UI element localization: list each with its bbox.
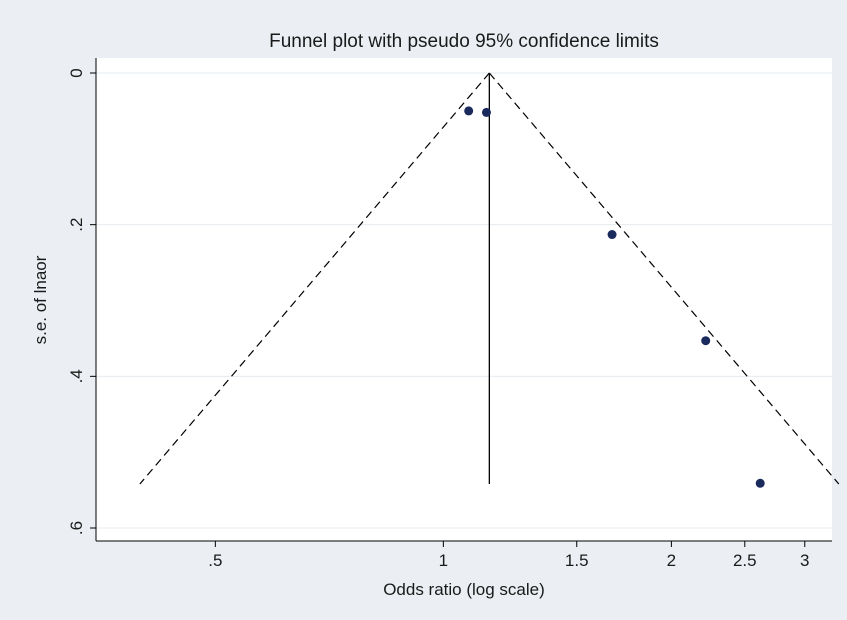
x-tick-label: 1.5 — [565, 551, 589, 570]
plot-area — [96, 58, 832, 541]
x-tick-label: 2 — [667, 551, 676, 570]
ci-upper-limit-line — [488, 72, 840, 485]
study-point — [607, 230, 617, 240]
y-axis-label: s.e. of lnaor — [31, 255, 50, 344]
x-tick-label: 1 — [439, 551, 448, 570]
y-tick-label: .6 — [67, 521, 86, 535]
study-point — [701, 336, 711, 346]
y-tick-label: .4 — [67, 369, 86, 383]
x-axis-label: Odds ratio (log scale) — [383, 580, 545, 599]
study-point — [755, 478, 765, 488]
funnel-lines — [139, 72, 840, 485]
x-tick-label: 2.5 — [733, 551, 757, 570]
axes — [95, 58, 832, 542]
gridlines — [96, 72, 832, 529]
study-point — [481, 107, 491, 117]
ci-lower-limit-line — [139, 72, 490, 485]
chart-title: Funnel plot with pseudo 95% confidence l… — [269, 31, 659, 52]
y-tick-label: 0 — [67, 68, 86, 77]
y-tick-label: .2 — [67, 218, 86, 232]
ticks: 0 .2 .4 .6 .5 1 1.5 2 2.5 3 — [67, 68, 810, 570]
study-point — [464, 106, 474, 116]
data-points — [464, 106, 765, 488]
x-tick-label: .5 — [208, 551, 222, 570]
x-tick-label: 3 — [800, 551, 809, 570]
